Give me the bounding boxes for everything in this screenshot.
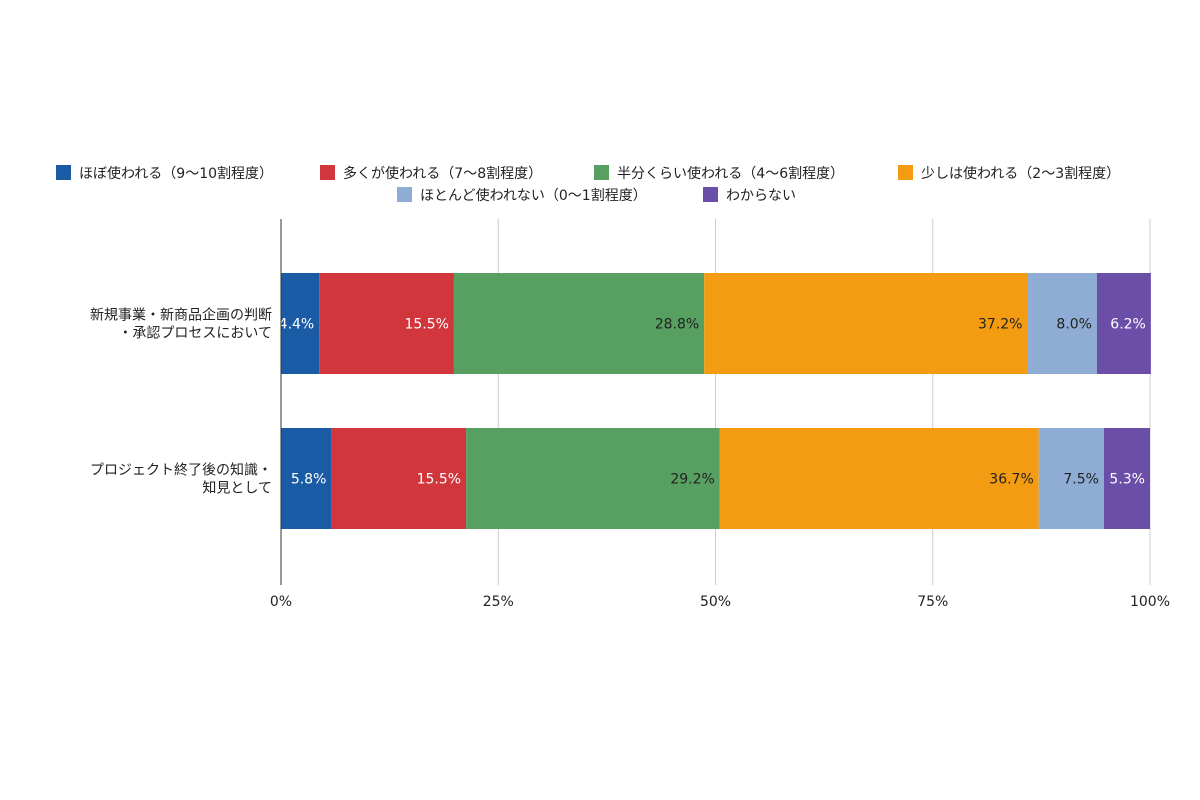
legend-swatch	[703, 187, 718, 202]
bar-value-label: 37.2%	[978, 317, 1022, 333]
bar-value-label: 15.5%	[404, 317, 448, 333]
bar-segment	[331, 428, 467, 529]
category-labels: 新規事業・新商品企画の判断・承認プロセスにおいてプロジェクト終了後の知識・知見と…	[90, 307, 272, 497]
legend-swatch	[56, 165, 71, 180]
bar-value-label: 29.2%	[670, 472, 714, 488]
legend-label: わからない	[726, 188, 796, 204]
bar-value-label: 28.8%	[655, 317, 699, 333]
bar-segment	[704, 273, 1028, 374]
bar-value-label: 4.4%	[279, 317, 315, 333]
bar-segment	[319, 273, 454, 374]
bar-segment	[1103, 428, 1150, 529]
bar-segment	[1027, 273, 1097, 374]
x-tick-label: 25%	[483, 594, 514, 610]
x-tick-label: 0%	[270, 594, 292, 610]
category-label: プロジェクト終了後の知識・	[90, 462, 272, 479]
x-tick-label: 50%	[700, 594, 731, 610]
bar-segment	[453, 273, 705, 374]
bar-value-label: 6.2%	[1110, 317, 1146, 333]
legend-swatch	[320, 165, 335, 180]
x-tick-label: 75%	[917, 594, 948, 610]
legend: ほぼ使われる（9〜10割程度） 多くが使われる（7〜8割程度） 半分くらい使われる（…	[56, 165, 1120, 204]
bar-value-label: 15.5%	[417, 472, 461, 488]
x-tick-label: 100%	[1130, 594, 1170, 610]
bar-segment	[1038, 428, 1104, 529]
bar-value-label: 7.5%	[1063, 472, 1099, 488]
category-label: 知見として	[202, 480, 272, 497]
legend-swatch	[594, 165, 609, 180]
legend-label: ほとんど使われない（0〜1割程度）	[420, 187, 647, 204]
bar-segment	[281, 273, 320, 374]
legend-label: 少しは使われる（2〜3割程度）	[921, 165, 1120, 182]
bar-value-label: 36.7%	[989, 472, 1033, 488]
legend-swatch	[898, 165, 913, 180]
bars	[281, 273, 1151, 529]
category-label: ・承認プロセスにおいて	[118, 326, 272, 342]
bar-segment	[281, 428, 332, 529]
bar-segment	[466, 428, 720, 529]
x-axis-ticks: 0% 25% 50% 75% 100%	[270, 594, 1170, 610]
bar-segment	[719, 428, 1039, 529]
bar-value-label: 5.8%	[291, 472, 327, 488]
legend-label: 半分くらい使われる（4〜6割程度）	[617, 165, 844, 182]
bar-segment	[1096, 273, 1151, 374]
category-label: 新規事業・新商品企画の判断	[90, 307, 272, 324]
legend-label: ほぼ使われる（9〜10割程度）	[79, 165, 273, 182]
legend-label: 多くが使われる（7〜8割程度）	[343, 165, 542, 182]
bar-value-label: 5.3%	[1109, 472, 1145, 488]
bar-value-label: 8.0%	[1056, 317, 1092, 333]
legend-swatch	[397, 187, 412, 202]
bar-labels: 4.4% 15.5% 28.8% 37.2% 8.0% 6.2% 5.8% 15.5% 29.2…	[279, 317, 1146, 488]
